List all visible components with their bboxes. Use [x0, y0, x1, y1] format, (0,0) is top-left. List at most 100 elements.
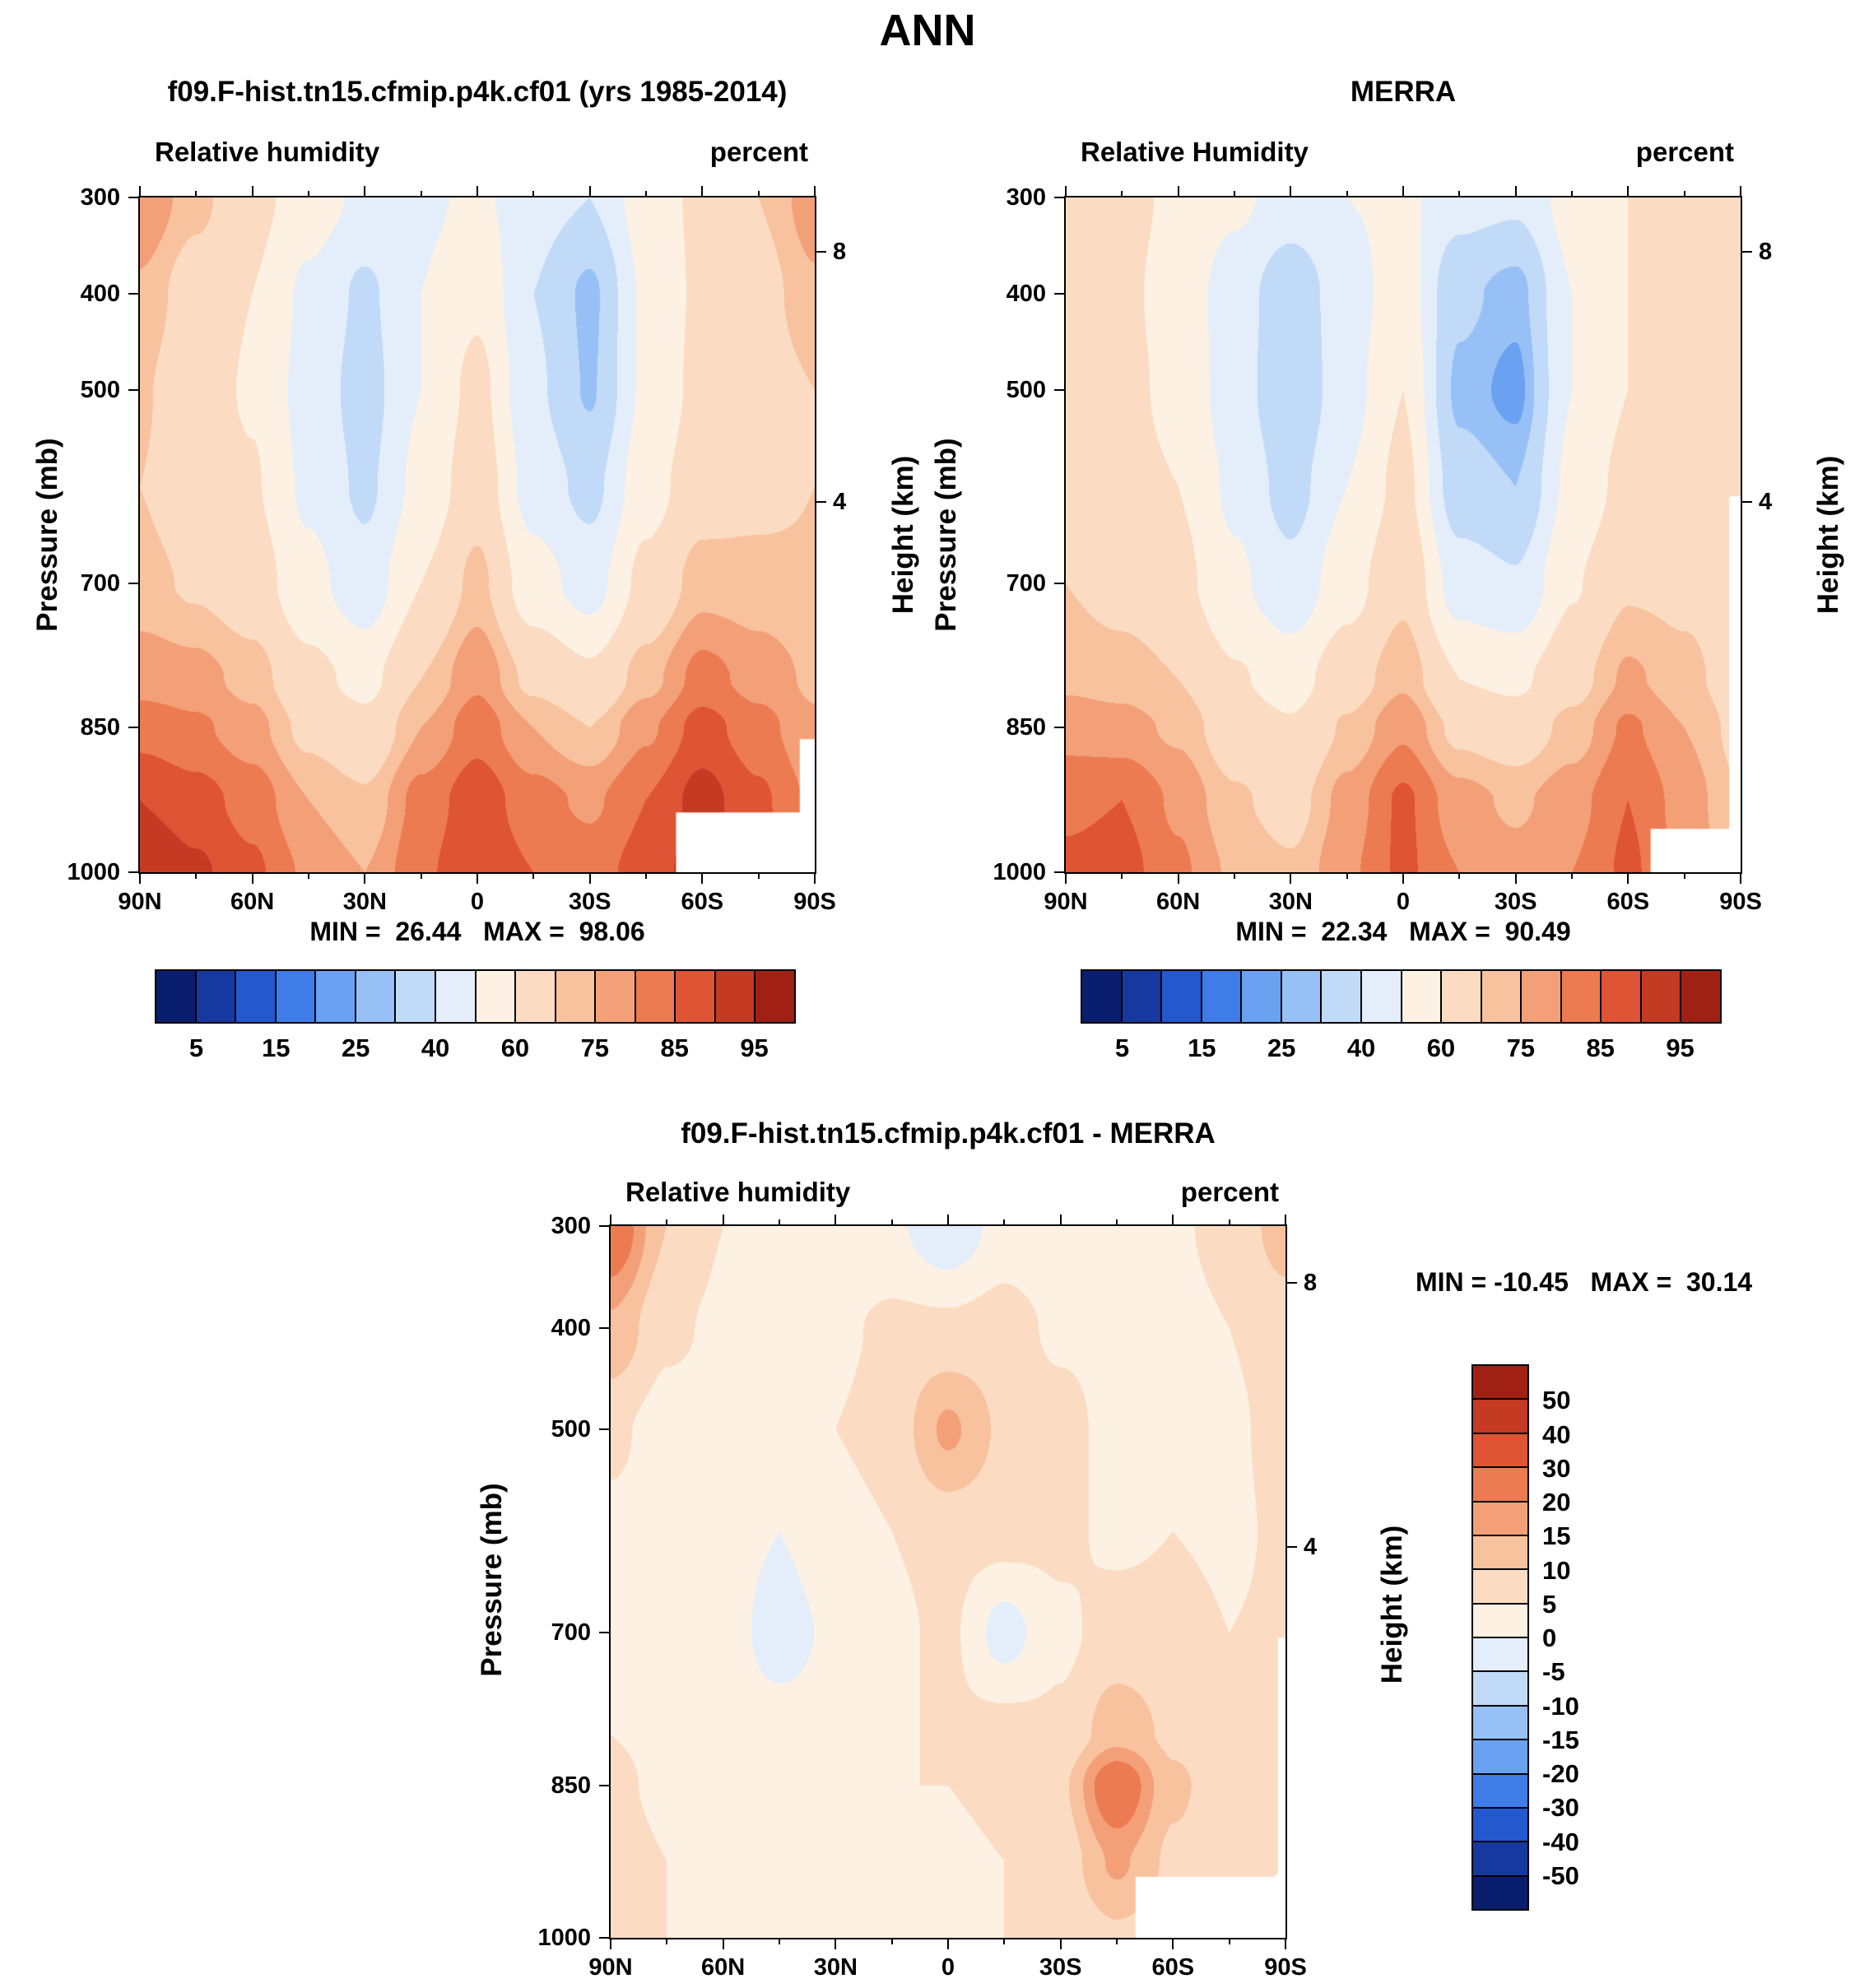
x-tick-mark — [1514, 186, 1517, 197]
x-tick-mark — [1290, 186, 1292, 197]
x-minor-tick-mark — [666, 1938, 668, 1944]
colorbar-cell — [676, 971, 716, 1022]
x-tick-mark — [1059, 1938, 1062, 1949]
x-tick-label: 0 — [1396, 889, 1411, 915]
colorbar-cell — [1473, 1808, 1527, 1843]
pressure-tick-label: 300 — [551, 1213, 591, 1239]
x-tick-mark — [364, 872, 366, 884]
colorbar-tick-label: 85 — [660, 1033, 689, 1062]
colorbar-cell — [1473, 1366, 1527, 1400]
height-tick-mark — [1741, 501, 1752, 504]
x-tick-label: 0 — [470, 889, 485, 915]
colorbar-tick-label: 0 — [1542, 1623, 1557, 1652]
x-minor-tick-mark — [532, 872, 535, 879]
x-tick-label: 90N — [118, 889, 162, 915]
colorbar-cell — [1641, 971, 1682, 1022]
contour-plot-merra: 90N 60N 30N 0 30S 60S 90S 300 400 500 700 850 1000 8 4 — [993, 184, 1772, 915]
pressure-tick-label: 850 — [1006, 714, 1046, 741]
x-tick-label: 30N — [813, 1954, 858, 1981]
pressure-tick-mark — [128, 293, 140, 295]
x-tick-label: 60N — [230, 889, 275, 915]
colorbar-tick-label: -20 — [1542, 1759, 1579, 1788]
x-tick-mark — [139, 872, 141, 884]
panel-merra-title: MERRA — [1350, 76, 1457, 108]
pressure-tick-mark — [1054, 389, 1066, 392]
x-minor-tick-mark — [890, 1219, 893, 1226]
colorbar-cell — [316, 971, 356, 1022]
colorbar-merra: 5 15 25 40 60 75 85 95 — [1081, 969, 1722, 1062]
colorbar-cell — [516, 971, 556, 1022]
x-minor-tick-mark — [1116, 1938, 1118, 1944]
pressure-tick-label: 700 — [551, 1619, 591, 1647]
colorbar-tick-label: 25 — [1267, 1033, 1296, 1062]
colorbar-tick-label: 85 — [1586, 1033, 1615, 1062]
colorbar-cell — [1473, 1400, 1527, 1434]
pressure-tick-mark — [1054, 293, 1066, 295]
x-minor-tick-mark — [420, 872, 422, 879]
colorbar-cell — [196, 971, 237, 1022]
x-minor-tick-mark — [1458, 191, 1461, 197]
colorbar-tick-label: 95 — [1666, 1033, 1695, 1062]
x-tick-mark — [1627, 872, 1630, 884]
pressure-axis-title: Pressure (mb) — [31, 438, 63, 632]
colorbar-cell — [1281, 971, 1323, 1022]
x-tick-label: 90S — [1264, 1954, 1307, 1981]
colorbar-cell — [435, 971, 477, 1022]
colorbar-cell — [1473, 1433, 1527, 1469]
x-tick-mark — [1177, 872, 1179, 884]
colorbar-cell — [1473, 1502, 1527, 1536]
pressure-tick-mark — [599, 1428, 611, 1431]
x-minor-tick-mark — [532, 191, 535, 197]
colorbar-tick-label: 75 — [580, 1033, 610, 1062]
x-tick-mark — [477, 872, 478, 884]
x-tick-mark — [701, 872, 704, 884]
colorbar-cell — [1473, 1842, 1527, 1877]
pressure-tick-label: 850 — [551, 1772, 591, 1799]
colorbar-cell — [556, 971, 597, 1022]
x-tick-mark — [1514, 872, 1517, 884]
pressure-axis-title: Pressure (mb) — [930, 438, 962, 632]
colorbar-cell — [596, 971, 636, 1022]
colorbar-tick-label: 40 — [421, 1033, 450, 1062]
height-axis-title: Height (km) — [1376, 1525, 1408, 1684]
height-tick-label: 8 — [833, 238, 847, 265]
pressure-tick-mark — [128, 727, 140, 729]
x-tick-mark — [1065, 872, 1067, 884]
x-minor-tick-mark — [1003, 1938, 1006, 1944]
colorbar-cell — [1473, 1638, 1527, 1673]
pressure-tick-label: 300 — [80, 184, 120, 211]
x-tick-mark — [814, 186, 816, 197]
colorbar-cell — [1473, 1706, 1527, 1741]
x-tick-mark — [1172, 1938, 1174, 1949]
x-tick-mark — [1172, 1215, 1174, 1226]
panel-model-title: f09.F-hist.tn15.cfmip.p4k.cf01 (yrs 1985… — [167, 76, 788, 108]
panel-merra-minmax: MIN = 22.34 MAX = 90.49 — [1235, 917, 1571, 946]
x-tick-mark — [588, 872, 591, 884]
colorbar-cell — [755, 971, 794, 1022]
x-tick-mark — [1740, 186, 1741, 197]
x-minor-tick-mark — [1571, 872, 1573, 879]
colorbar-cell — [635, 971, 676, 1022]
x-minor-tick-mark — [1121, 191, 1123, 197]
x-minor-tick-mark — [1683, 191, 1685, 197]
colorbar-cell — [1361, 971, 1402, 1022]
colorbar-tick-label: 60 — [1426, 1033, 1456, 1062]
x-minor-tick-mark — [1346, 872, 1348, 879]
x-minor-tick-mark — [195, 191, 198, 197]
pressure-tick-label: 1000 — [537, 1925, 591, 1951]
x-tick-label: 90N — [1044, 889, 1088, 915]
height-tick-mark — [815, 250, 826, 253]
x-minor-tick-mark — [1228, 1219, 1230, 1226]
x-tick-mark — [947, 1215, 949, 1226]
colorbar-tick-label: 10 — [1542, 1555, 1571, 1585]
pressure-tick-mark — [128, 871, 140, 873]
x-tick-mark — [722, 1938, 724, 1949]
height-tick-label: 4 — [1304, 1534, 1318, 1561]
panel-model-variable-label: Relative humidity — [155, 137, 380, 167]
colorbar-cell — [1082, 971, 1123, 1022]
contour-canvas-merra — [1066, 197, 1741, 872]
colorbar-cell — [356, 971, 397, 1022]
x-tick-label: 30S — [568, 889, 611, 915]
colorbar-cell — [1681, 971, 1720, 1022]
colorbar-tick-label: 5 — [188, 1033, 204, 1062]
